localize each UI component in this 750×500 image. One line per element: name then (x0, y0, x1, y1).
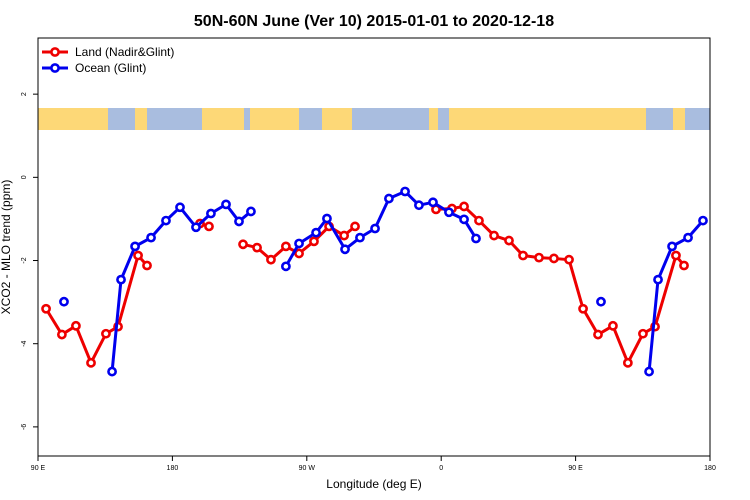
data-point (133, 250, 143, 261)
y-tick-label: -4 (21, 340, 28, 346)
data-point (204, 221, 214, 232)
data-point (459, 214, 469, 225)
data-point (340, 244, 350, 255)
data-point (71, 320, 81, 331)
data-point (130, 241, 140, 252)
data-point (309, 236, 319, 247)
data-point (146, 232, 156, 243)
x-tick-label: 90 E (31, 465, 46, 472)
data-point (667, 241, 677, 252)
y-axis-label: XCO2 - MLO trend (ppm) (0, 180, 13, 315)
data-point (504, 235, 514, 246)
data-point (311, 227, 321, 238)
data-point (221, 199, 231, 210)
series-line (44, 204, 686, 365)
legend-label: Ocean (Glint) (75, 61, 146, 75)
data-point (414, 200, 424, 211)
y-tick-label: -6 (21, 424, 28, 430)
legend-label: Land (Nadir&Glint) (75, 45, 174, 59)
y-tick-label: -2 (21, 257, 28, 263)
data-point (564, 254, 574, 265)
data-point (107, 366, 117, 377)
data-point (56, 329, 67, 340)
data-point (608, 320, 618, 331)
data-point (206, 208, 216, 219)
data-point (238, 239, 248, 250)
data-point (246, 206, 256, 217)
y-tick-label: 0 (21, 175, 28, 179)
legend-marker (50, 47, 60, 57)
x-tick-label: 90 W (299, 465, 316, 472)
data-point (644, 366, 654, 377)
data-point (428, 197, 438, 208)
data-point (622, 357, 633, 368)
x-tick-label: 180 (167, 465, 179, 472)
data-point (459, 201, 469, 212)
chart-title: 50N-60N June (Ver 10) 2015-01-01 to 2020… (194, 13, 554, 30)
data-point (280, 261, 291, 272)
data-point (266, 254, 276, 265)
plot-frame (37, 37, 711, 457)
data-point (400, 186, 410, 197)
data-point (234, 216, 244, 227)
x-tick-label: 90 E (568, 465, 583, 472)
data-point (101, 328, 111, 339)
data-point (549, 253, 559, 264)
data-point (175, 202, 185, 213)
x-tick-label: 180 (704, 465, 716, 472)
data-point (280, 241, 291, 252)
data-point (161, 215, 171, 226)
data-point (41, 303, 51, 314)
map-band (38, 108, 710, 130)
data-point (518, 250, 528, 261)
series-line (110, 189, 705, 372)
data-point (471, 233, 481, 244)
data-point (191, 222, 201, 233)
data-point (534, 252, 544, 263)
data-point (444, 207, 454, 218)
legend-marker (50, 63, 60, 73)
data-point (474, 215, 484, 226)
data-point (116, 274, 126, 285)
data-point (294, 238, 304, 249)
data-point (489, 230, 499, 241)
data-point (578, 303, 588, 314)
data-point (638, 328, 648, 339)
data-point (350, 221, 360, 232)
data-point (671, 250, 681, 261)
data-point (679, 260, 689, 271)
data-point (384, 193, 394, 204)
data-point (294, 248, 304, 259)
data-point (683, 232, 693, 243)
x-tick-label: 0 (439, 465, 443, 472)
data-point (653, 274, 663, 285)
data-point (355, 232, 365, 243)
data-point (596, 296, 606, 307)
data-point (322, 213, 332, 224)
data-point (698, 215, 708, 226)
data-point (370, 223, 380, 234)
data-point (252, 242, 262, 253)
y-tick-label: 2 (21, 92, 28, 96)
data-point (86, 357, 96, 368)
data-point (339, 230, 350, 241)
x-axis-label: Longitude (deg E) (326, 477, 421, 491)
data-point (593, 329, 603, 340)
data-point (142, 260, 152, 271)
data-point (59, 296, 69, 307)
